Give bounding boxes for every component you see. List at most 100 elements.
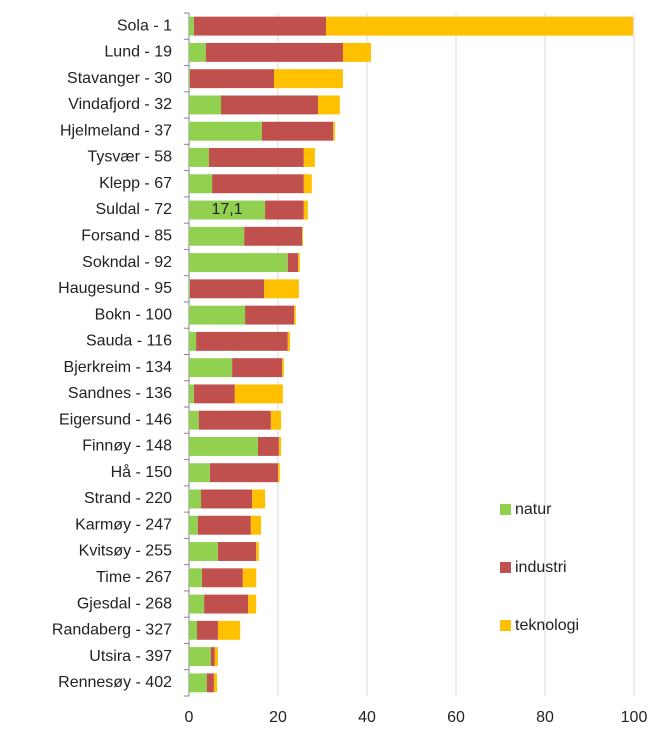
- bar-segment: [189, 463, 210, 483]
- bar-segment: [303, 174, 312, 194]
- bar-segment: [257, 436, 279, 456]
- x-tick-label: 40: [358, 709, 376, 726]
- bar-segment: [189, 69, 190, 89]
- bar-segment: [302, 226, 303, 246]
- bar-segment: [193, 384, 235, 404]
- bar-segment: [294, 305, 296, 325]
- bar-segment: [201, 489, 253, 509]
- y-tick-label: Bokn - 100: [95, 306, 172, 323]
- bar-segment: [303, 148, 315, 167]
- bar-segment: [189, 121, 262, 141]
- y-tick-label: Stavanger - 30: [67, 70, 172, 87]
- bar-segment: [189, 594, 205, 614]
- bar-segment: [270, 410, 282, 430]
- bar-segment: [234, 384, 283, 404]
- bar-segment: [189, 568, 202, 588]
- bar-segment: [189, 95, 222, 115]
- legend-label: teknologi: [515, 617, 579, 634]
- bar-segment: [214, 647, 218, 667]
- bar-segment: [189, 384, 194, 404]
- bar-segment: [252, 489, 266, 509]
- bar-segment: [244, 226, 303, 246]
- bar-segment: [298, 253, 300, 273]
- bar-segment: [250, 515, 262, 535]
- y-tick-label: Karmøy - 247: [75, 516, 172, 533]
- y-tick-label: Sandnes - 136: [68, 385, 172, 402]
- y-tick-label: Hjelmeland - 37: [60, 122, 172, 139]
- y-tick-label: Time - 267: [96, 569, 172, 586]
- y-tick-label: Randaberg - 327: [52, 622, 172, 639]
- bar-segment: [189, 305, 246, 325]
- bar-segment: [217, 620, 241, 640]
- y-tick-label: Strand - 220: [84, 490, 172, 507]
- bar-segment: [193, 16, 327, 36]
- y-tick-label: Lund - 19: [104, 44, 172, 61]
- bar-segment: [342, 42, 372, 62]
- y-tick-label: Sokndal - 92: [82, 254, 172, 271]
- bar-segment: [189, 174, 213, 194]
- bar-segment: [205, 42, 343, 62]
- y-tick-label: Sola - 1: [117, 17, 172, 34]
- bar-segment: [189, 673, 207, 693]
- bar-segment: [245, 305, 295, 325]
- y-tick-label: Sauda - 116: [86, 333, 172, 350]
- x-tick-label: 100: [621, 709, 648, 726]
- bar-segment: [248, 594, 257, 614]
- x-tick-label: 60: [447, 709, 465, 726]
- data-label: 17,1: [211, 201, 242, 218]
- bar-segment: [282, 358, 284, 378]
- bar-segment: [333, 121, 335, 141]
- bar-segment: [189, 647, 211, 667]
- legend-swatch: [500, 562, 511, 573]
- bar-segment: [278, 436, 282, 456]
- legend-swatch: [500, 504, 511, 515]
- bar-segment: [232, 358, 283, 378]
- y-tick-label: Vindafjord - 32: [68, 96, 172, 113]
- bar-segment: [273, 69, 343, 89]
- bar-segment: [189, 279, 265, 299]
- x-tick-label: 80: [536, 709, 554, 726]
- bar-segment: [189, 515, 198, 535]
- legend-label: natur: [515, 501, 552, 518]
- bar-segment: [303, 200, 308, 220]
- legend-swatch: [500, 620, 511, 631]
- bar-segment: [204, 594, 249, 614]
- bar-segment: [264, 279, 299, 299]
- y-tick-label: Tysvær - 58: [88, 149, 173, 166]
- bar-segment: [189, 331, 197, 351]
- y-tick-label: Forsand - 85: [81, 228, 172, 245]
- bar-segment: [209, 148, 304, 167]
- bar-segment: [256, 542, 259, 561]
- bar-segment: [287, 253, 299, 273]
- bar-segment: [213, 673, 218, 693]
- x-tick-label: 20: [269, 709, 287, 726]
- bar-segment: [210, 647, 215, 667]
- bar-segment: [189, 410, 199, 430]
- bar-segment: [189, 42, 206, 62]
- bar-segment: [189, 489, 202, 509]
- bar-segment: [318, 95, 340, 115]
- bar-segment: [189, 279, 190, 299]
- bar-segment: [189, 200, 266, 220]
- bar-segment: [221, 95, 319, 115]
- bar-segment: [212, 174, 304, 194]
- y-tick-label: Rennesøy - 402: [58, 674, 172, 691]
- bar-segment: [217, 542, 257, 561]
- y-tick-label: Klepp - 67: [99, 175, 172, 192]
- bar-segment: [326, 16, 634, 36]
- bar-segment: [265, 200, 304, 220]
- y-tick-label: Haugesund - 95: [58, 280, 172, 297]
- bar-segment: [189, 69, 274, 89]
- bar-segment: [189, 358, 233, 378]
- y-tick-label: Hå - 150: [111, 463, 172, 481]
- bar-segment: [206, 673, 214, 693]
- bar-segment: [278, 463, 280, 483]
- bar-segment: [198, 410, 271, 430]
- bar-segment: [287, 331, 291, 351]
- bar-segment: [189, 436, 258, 456]
- bar-segment: [189, 226, 245, 246]
- bar-segment: [197, 620, 218, 640]
- y-tick-label: Eigersund - 146: [59, 411, 172, 428]
- y-tick-label: Bjerkreim - 134: [64, 359, 173, 376]
